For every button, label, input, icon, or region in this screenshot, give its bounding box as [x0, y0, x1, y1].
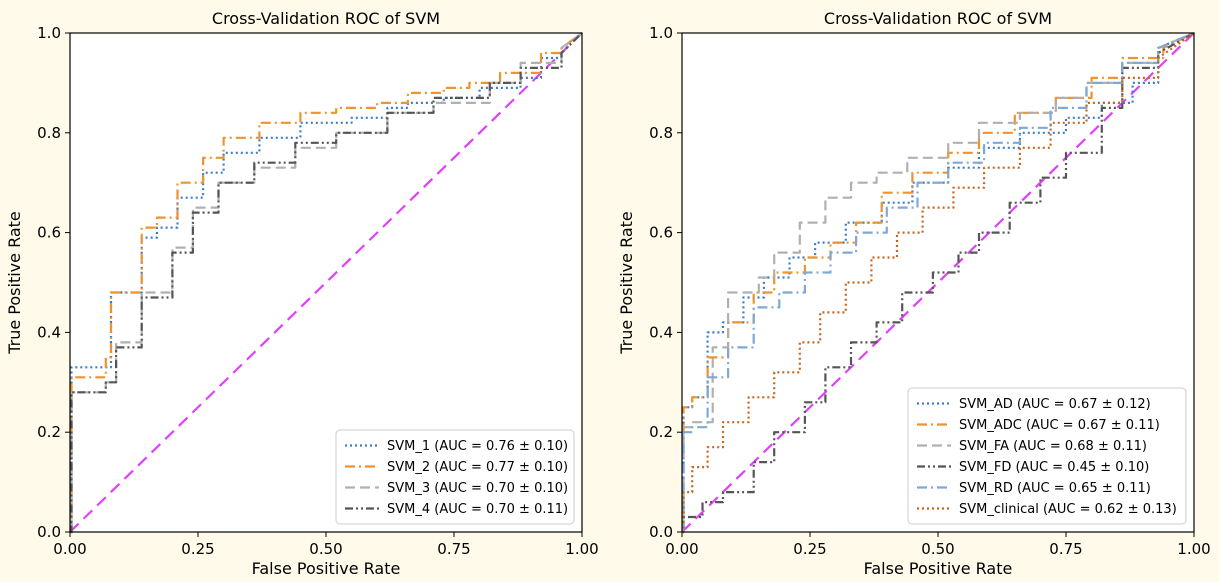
legend-label: SVM_RD (AUC = 0.65 ± 0.11)	[959, 481, 1151, 496]
x-axis-label: False Positive Rate	[252, 559, 401, 578]
legend-label: SVM_2 (AUC = 0.77 ± 0.10)	[387, 460, 568, 475]
x-tick-label: 0.00	[665, 540, 698, 558]
axes-frame	[69, 32, 583, 533]
x-axis-label: False Positive Rate	[864, 559, 1013, 578]
y-tick-label: 0.8	[37, 124, 61, 142]
y-tick-label: 0.8	[649, 124, 673, 142]
legend-label: SVM_clinical (AUC = 0.62 ± 0.13)	[959, 502, 1177, 517]
series-line-4	[682, 31, 1195, 534]
axes-frame	[681, 32, 1195, 533]
chart-title: Cross-Validation ROC of SVM	[824, 9, 1052, 28]
legend-label: SVM_1 (AUC = 0.76 ± 0.10)	[387, 439, 568, 454]
x-tick-label: 0.25	[793, 540, 826, 558]
y-tick-label: 0.4	[37, 323, 61, 341]
y-tick-label: 1.0	[37, 24, 61, 42]
legend-label: SVM_FA (AUC = 0.68 ± 0.11)	[959, 439, 1147, 454]
legend-label: SVM_ADC (AUC = 0.67 ± 0.11)	[959, 418, 1160, 433]
series-line-0	[70, 32, 583, 534]
legend-box	[907, 387, 1187, 525]
x-tick-label: 0.00	[53, 540, 86, 558]
y-tick-label: 0.0	[37, 523, 61, 541]
y-axis-label: True Positive Rate	[617, 211, 636, 355]
x-tick-label: 1.00	[565, 540, 598, 558]
series-line-0	[682, 31, 1195, 534]
chance-line	[681, 32, 1195, 533]
chart-title: Cross-Validation ROC of SVM	[212, 9, 440, 28]
x-tick-label: 0.75	[1049, 540, 1082, 558]
chance-line	[69, 32, 583, 533]
x-tick-label: 1.00	[1177, 540, 1210, 558]
series-line-2	[682, 31, 1195, 534]
legend-box	[335, 429, 575, 525]
y-tick-label: 1.0	[649, 24, 673, 42]
y-tick-label: 0.2	[37, 423, 61, 441]
x-tick-label: 0.50	[309, 540, 342, 558]
x-tick-label: 0.75	[437, 540, 470, 558]
legend-label: SVM_AD (AUC = 0.67 ± 0.12)	[959, 397, 1151, 412]
series-line-3	[70, 32, 583, 534]
y-tick-label: 0.4	[649, 323, 673, 341]
y-tick-label: 0.2	[649, 423, 673, 441]
y-tick-label: 0.0	[649, 523, 673, 541]
legend: SVM_1 (AUC = 0.76 ± 0.10) SVM_2 (AUC = 0.…	[335, 429, 575, 525]
roc-chart-left: Cross-Validation ROC of SVM False Positiv…	[5, 9, 599, 578]
legend-label: SVM_3 (AUC = 0.70 ± 0.10)	[387, 481, 568, 496]
series-line-3	[682, 32, 1195, 534]
y-axis-label: True Positive Rate	[5, 211, 24, 355]
y-tick-label: 0.6	[37, 224, 61, 242]
legend-label: SVM_4 (AUC = 0.70 ± 0.11)	[387, 502, 568, 517]
series-line-5	[682, 32, 1195, 534]
legend-label: SVM_FD (AUC = 0.45 ± 0.10)	[959, 460, 1149, 475]
series-line-1	[682, 32, 1195, 534]
roc-chart-right: Cross-Validation ROC of SVM False Positiv…	[617, 9, 1211, 578]
x-tick-label: 0.25	[181, 540, 214, 558]
y-tick-label: 0.6	[649, 224, 673, 242]
x-tick-label: 0.50	[921, 540, 954, 558]
legend: SVM_AD (AUC = 0.67 ± 0.12) SVM_ADC (AUC =…	[907, 387, 1187, 525]
